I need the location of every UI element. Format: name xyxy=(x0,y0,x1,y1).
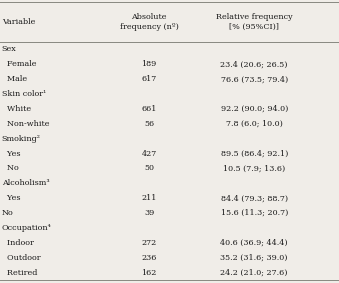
Text: Smoking²: Smoking² xyxy=(2,135,41,143)
Text: 427: 427 xyxy=(142,149,157,158)
Text: 7.8 (6.0; 10.0): 7.8 (6.0; 10.0) xyxy=(226,120,283,128)
Text: Relative frequency
[% (95%CI)]: Relative frequency [% (95%CI)] xyxy=(216,13,293,31)
Text: 189: 189 xyxy=(142,60,157,68)
Text: 50: 50 xyxy=(144,164,154,172)
Text: White: White xyxy=(2,105,31,113)
Text: 23.4 (20.6; 26.5): 23.4 (20.6; 26.5) xyxy=(220,60,288,68)
Text: 272: 272 xyxy=(142,239,157,247)
Text: 40.6 (36.9; 44.4): 40.6 (36.9; 44.4) xyxy=(220,239,288,247)
Text: Female: Female xyxy=(2,60,36,68)
Text: Male: Male xyxy=(2,75,27,83)
Text: 15.6 (11.3; 20.7): 15.6 (11.3; 20.7) xyxy=(221,209,288,217)
Text: Skin color¹: Skin color¹ xyxy=(2,90,46,98)
Text: No: No xyxy=(2,209,14,217)
Text: 56: 56 xyxy=(144,120,154,128)
Text: Sex: Sex xyxy=(2,46,17,53)
Text: 236: 236 xyxy=(141,254,157,262)
Text: Yes: Yes xyxy=(2,149,20,158)
Text: Outdoor: Outdoor xyxy=(2,254,40,262)
Text: 84.4 (79.3; 88.7): 84.4 (79.3; 88.7) xyxy=(221,194,288,202)
Text: 76.6 (73.5; 79.4): 76.6 (73.5; 79.4) xyxy=(221,75,288,83)
Text: No: No xyxy=(2,164,18,172)
Text: 661: 661 xyxy=(141,105,157,113)
Text: Alcoholism³: Alcoholism³ xyxy=(2,179,49,187)
Text: 89.5 (86.4; 92.1): 89.5 (86.4; 92.1) xyxy=(221,149,288,158)
Text: 92.2 (90.0; 94.0): 92.2 (90.0; 94.0) xyxy=(221,105,288,113)
Text: 35.2 (31.6; 39.0): 35.2 (31.6; 39.0) xyxy=(220,254,288,262)
Text: 162: 162 xyxy=(141,269,157,276)
Text: Retired: Retired xyxy=(2,269,37,276)
Text: 617: 617 xyxy=(142,75,157,83)
Text: 211: 211 xyxy=(141,194,157,202)
Text: Variable: Variable xyxy=(2,18,35,26)
Text: 39: 39 xyxy=(144,209,154,217)
Text: 24.2 (21.0; 27.6): 24.2 (21.0; 27.6) xyxy=(220,269,288,276)
Text: Occupation⁴: Occupation⁴ xyxy=(2,224,52,232)
Text: Absolute
frequency (nº): Absolute frequency (nº) xyxy=(120,13,179,31)
Text: Non-white: Non-white xyxy=(2,120,49,128)
Text: Yes: Yes xyxy=(2,194,20,202)
Text: 10.5 (7.9; 13.6): 10.5 (7.9; 13.6) xyxy=(223,164,285,172)
Text: Indoor: Indoor xyxy=(2,239,34,247)
